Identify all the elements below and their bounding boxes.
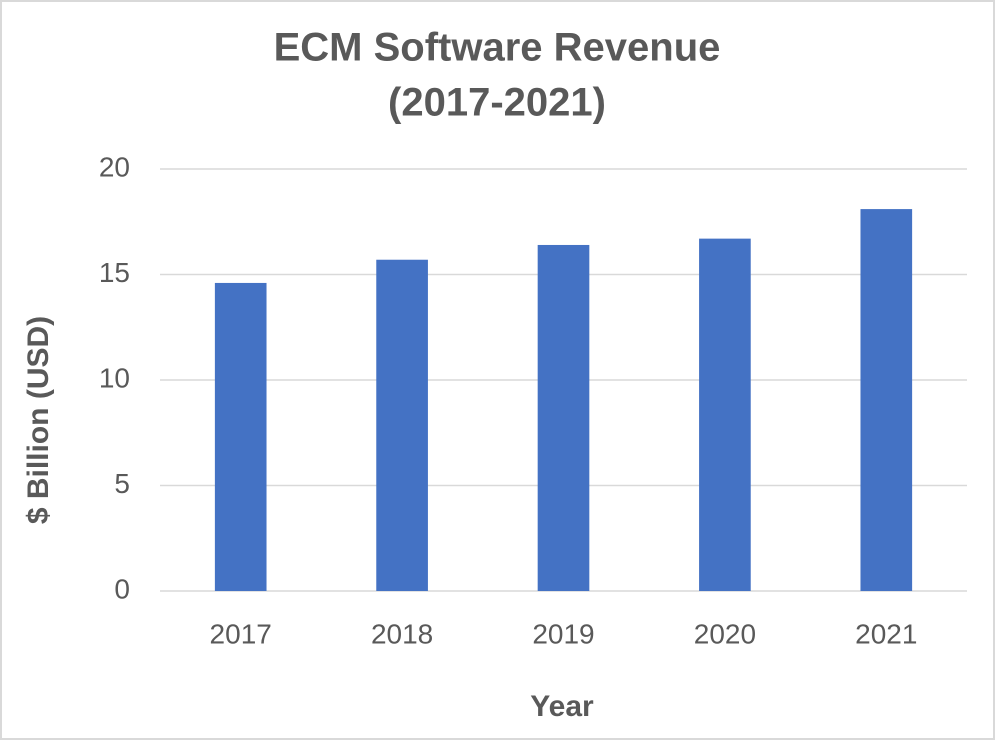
y-tick-label: 10 — [99, 362, 130, 393]
x-tick-label: 2020 — [694, 618, 756, 649]
y-axis-title: $ Billion (USD) — [22, 316, 55, 524]
x-tick-label: 2018 — [371, 618, 433, 649]
x-tick-label: 2019 — [532, 618, 594, 649]
bar — [537, 244, 590, 591]
bar — [214, 282, 267, 591]
bar — [860, 209, 913, 591]
bar — [699, 238, 751, 591]
y-tick-label: 0 — [114, 573, 130, 604]
x-tick-label: 2017 — [210, 618, 272, 649]
x-tick-label: 2021 — [855, 618, 917, 649]
x-axis-title: Year — [530, 690, 594, 723]
y-tick-label: 15 — [99, 257, 130, 288]
bar — [376, 259, 428, 591]
chart-title: ECM Software Revenue — [274, 26, 721, 70]
y-tick-label: 5 — [114, 468, 130, 499]
chart-title: (2017-2021) — [388, 81, 606, 125]
y-tick-label: 20 — [99, 151, 130, 182]
